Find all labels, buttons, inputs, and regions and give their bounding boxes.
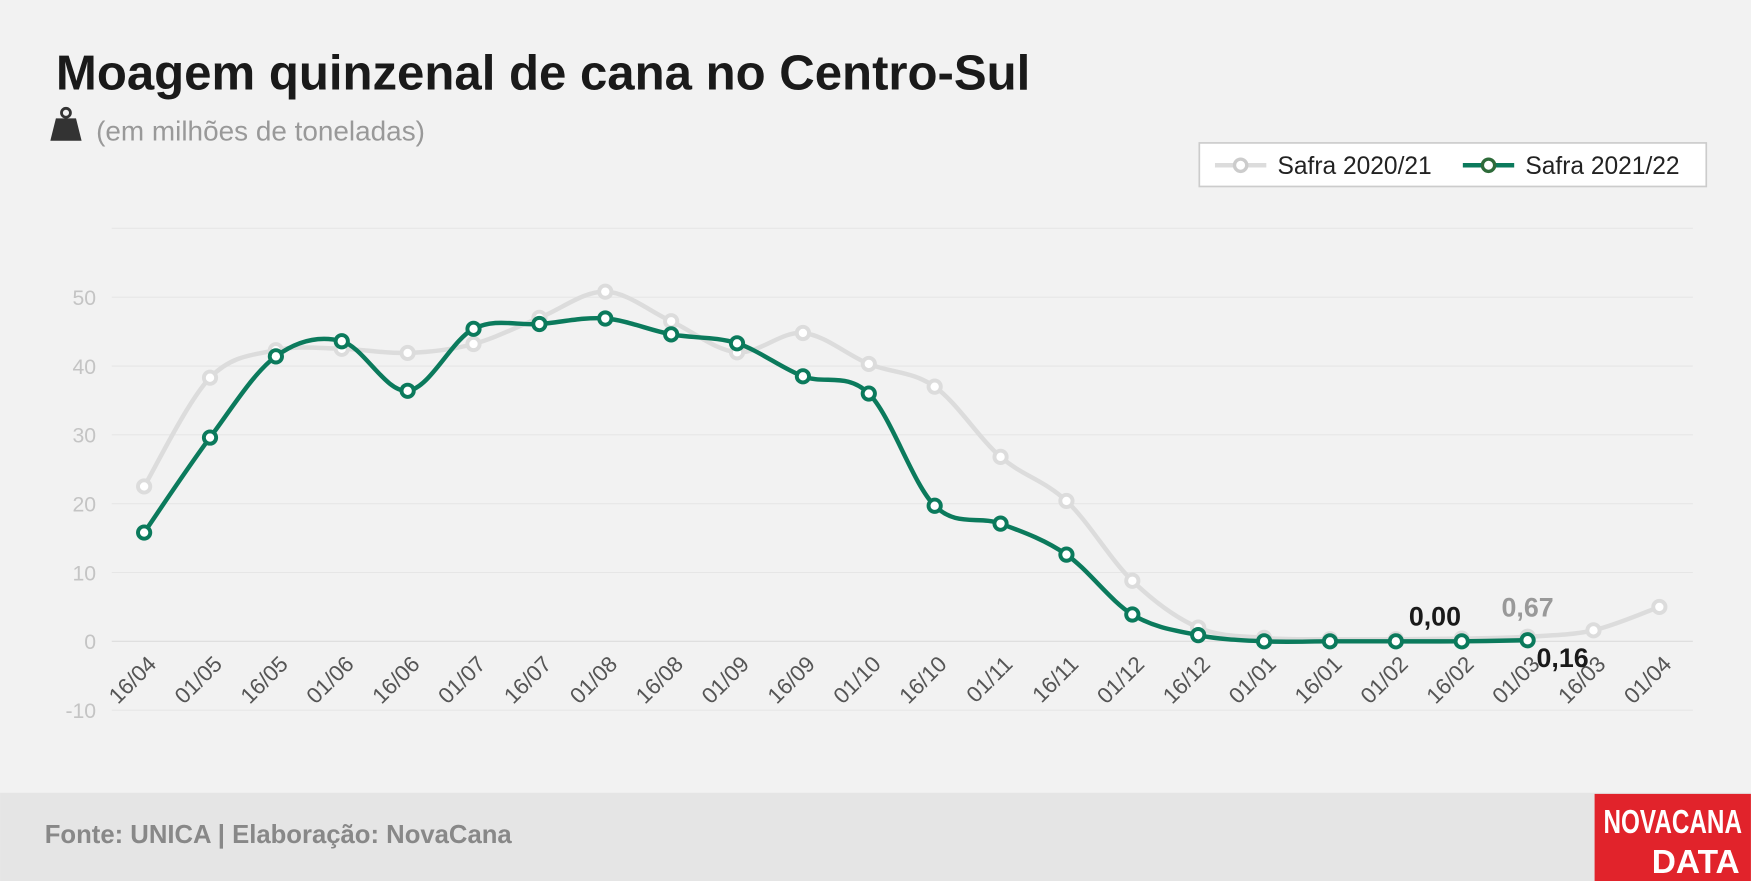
- point: [136, 478, 153, 495]
- point: [531, 315, 548, 333]
- legend-marker: [1480, 157, 1497, 174]
- point: [267, 348, 284, 365]
- point: [926, 497, 943, 514]
- point: [1058, 546, 1075, 563]
- point: [1321, 633, 1339, 650]
- footer: [0, 792, 1751, 881]
- point: [201, 429, 219, 446]
- point: [992, 515, 1009, 532]
- point: [860, 355, 877, 373]
- point: [860, 385, 877, 402]
- point: [1255, 633, 1273, 650]
- point: [1124, 606, 1141, 623]
- subtitle: (em milhões de toneladas): [96, 116, 425, 147]
- point: [1387, 633, 1404, 650]
- y-tick-label: 50: [73, 287, 97, 310]
- point: [926, 378, 943, 395]
- point: [399, 382, 416, 399]
- y-tick-label: 40: [73, 356, 97, 379]
- y-tick-label: 10: [73, 562, 97, 585]
- y-tick-label: 0: [84, 631, 96, 654]
- point: [992, 448, 1009, 465]
- point: [597, 310, 614, 327]
- logo: [1594, 793, 1751, 881]
- value-label: 0,16: [1537, 643, 1589, 673]
- point: [136, 524, 153, 541]
- legend: [1198, 142, 1708, 188]
- weight-icon: [50, 106, 82, 141]
- legend-marker: [1232, 157, 1249, 174]
- point: [663, 313, 680, 330]
- point: [465, 335, 482, 353]
- point: [1058, 492, 1075, 510]
- point: [663, 326, 680, 343]
- y-tick-label: 20: [73, 493, 97, 516]
- point: [794, 368, 812, 385]
- value-label: 0,00: [1409, 602, 1461, 632]
- source: Fonte: UNICA | Elaboração: NovaCana: [45, 821, 513, 849]
- point: [399, 344, 416, 362]
- legend-label: Safra 2021/22: [1525, 153, 1679, 180]
- y-tick-label: -10: [65, 700, 96, 723]
- point: [1585, 622, 1602, 639]
- point: [465, 320, 482, 337]
- point: [597, 283, 614, 300]
- point: [794, 324, 812, 342]
- series: [136, 310, 1536, 650]
- point: [1651, 598, 1668, 616]
- point: [1519, 632, 1536, 649]
- y-tick-label: 30: [73, 425, 97, 448]
- series-line: [142, 315, 1528, 645]
- point: [1190, 627, 1207, 644]
- point: [1453, 633, 1470, 650]
- value-label: 0,67: [1502, 593, 1554, 623]
- point: [1124, 572, 1141, 589]
- point: [201, 369, 219, 386]
- point: [728, 335, 746, 352]
- point: [333, 333, 350, 350]
- logo-text: DATA: [1652, 844, 1740, 881]
- legend-label: Safra 2020/21: [1277, 153, 1431, 180]
- chart-title: Moagem quinzenal de cana no Centro-Sul: [56, 46, 1030, 100]
- logo-text: NOVACANA: [1604, 804, 1742, 841]
